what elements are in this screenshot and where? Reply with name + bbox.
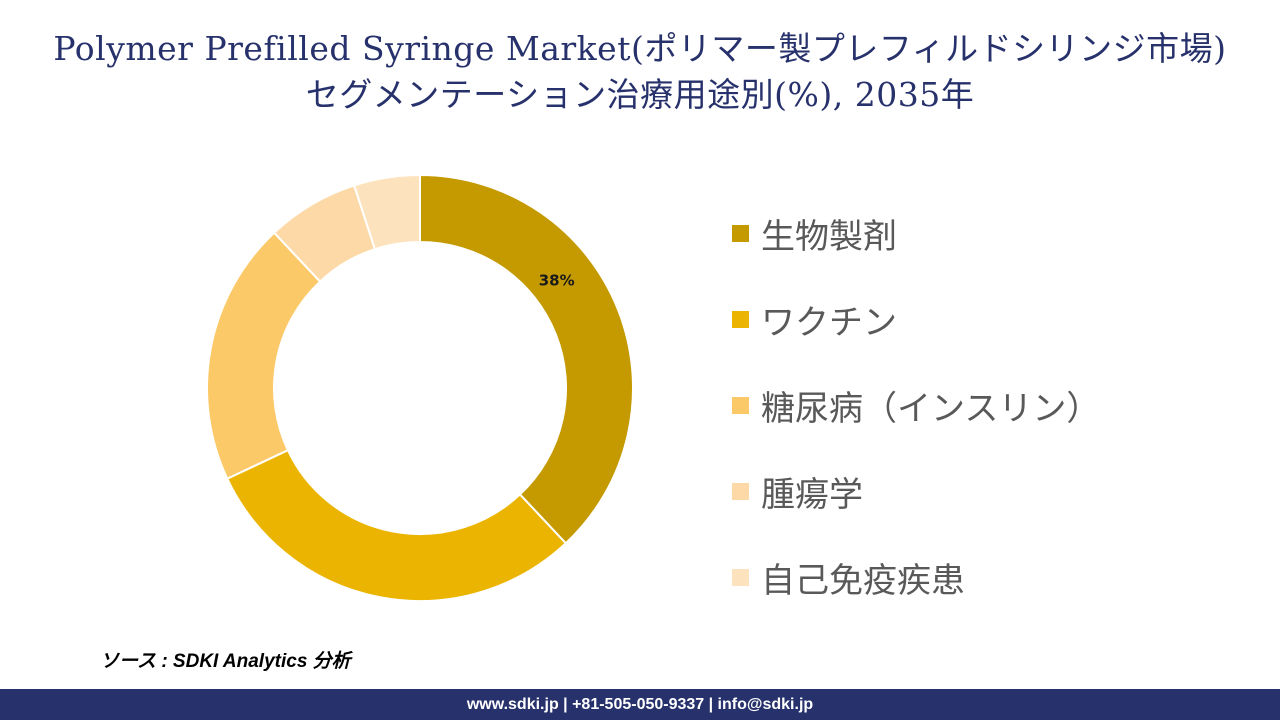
footer-contact-bar: www.sdki.jp | +81-505-050-9337 | info@sd… — [0, 689, 1280, 720]
legend-item: ワクチン — [732, 276, 1252, 362]
legend-item: 腫瘍学 — [732, 448, 1252, 534]
legend-item: 自己免疫疾患 — [732, 534, 1252, 620]
legend-label: ワクチン — [761, 302, 897, 343]
legend-swatch — [732, 310, 749, 328]
data-label-1: 38% — [539, 272, 575, 290]
donut-slice-2 — [225, 448, 568, 602]
legend-swatch — [732, 568, 749, 586]
chart-title: Polymer Prefilled Syringe Market(ポリマー製プレ… — [0, 26, 1280, 118]
legend-label: 糖尿病（インスリン） — [761, 388, 1101, 429]
donut-slice-5 — [352, 173, 421, 251]
legend-label: 自己免疫疾患 — [761, 560, 965, 601]
chart-title-line-2: セグメンテーション治療用途別(%), 2035年 — [305, 75, 975, 114]
legend-swatch — [732, 224, 749, 242]
legend-item: 糖尿病（インスリン） — [732, 362, 1252, 448]
donut-slice-3 — [206, 231, 322, 481]
legend-item: 生物製剤 — [732, 190, 1252, 276]
legend-label: 生物製剤 — [761, 216, 897, 257]
source-note: ソース : SDKI Analytics 分析 — [100, 651, 351, 672]
chart-title-line-1: Polymer Prefilled Syringe Market(ポリマー製プレ… — [53, 29, 1227, 68]
legend-swatch — [732, 482, 749, 500]
chart-legend: 生物製剤ワクチン糖尿病（インスリン） 腫瘍学自己免疫疾患 — [732, 190, 1252, 620]
donut-slice-1 — [419, 173, 634, 545]
legend-swatch — [732, 396, 749, 414]
legend-label: 腫瘍学 — [761, 474, 863, 515]
donut-chart: 38% — [206, 173, 634, 602]
